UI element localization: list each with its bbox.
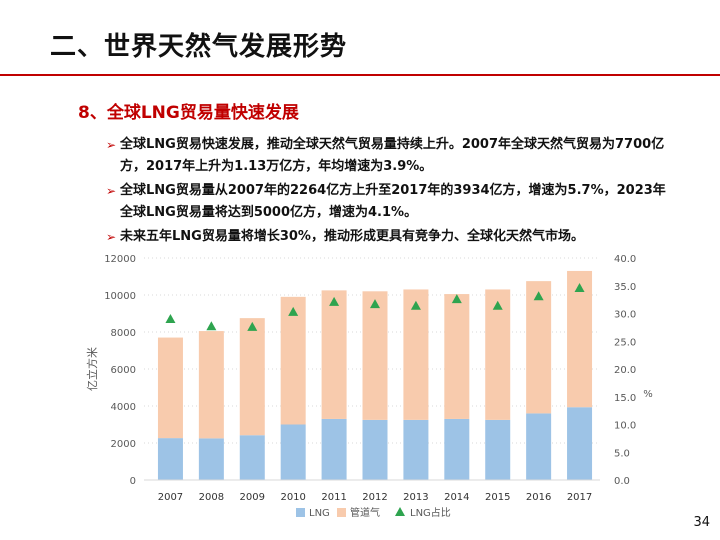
pipeline-bar xyxy=(198,331,224,439)
x-tick-label: 2008 xyxy=(199,492,224,503)
legend-pipeline-swatch xyxy=(337,508,346,517)
y2-tick-label: 25.0 xyxy=(614,337,636,348)
legend-share-label: LNG占比 xyxy=(410,506,451,519)
x-tick-label: 2011 xyxy=(321,492,346,503)
y-tick-label: 0 xyxy=(130,476,136,487)
lng-bar xyxy=(403,419,429,480)
pipeline-bar xyxy=(485,289,511,420)
lng-bar xyxy=(198,438,224,480)
lng-bar xyxy=(526,413,552,480)
legend-lng-swatch xyxy=(296,508,305,517)
pipeline-bar xyxy=(526,281,552,414)
pipeline-bar xyxy=(157,337,183,439)
pipeline-bar xyxy=(403,289,429,420)
legend-share-marker xyxy=(395,507,405,516)
pipeline-bar xyxy=(321,290,347,419)
y-tick-label: 2000 xyxy=(111,439,136,450)
bullet-item: ➢ 全球LNG贸易量从2007年的2264亿方上升至2017年的3934亿方，增速… xyxy=(106,180,676,224)
pipeline-bar xyxy=(362,291,388,420)
lng-bar xyxy=(485,419,511,480)
arrow-bullet-icon: ➢ xyxy=(106,138,117,152)
y2-tick-label: 0.0 xyxy=(614,476,630,487)
x-tick-label: 2007 xyxy=(158,492,183,503)
lng-bar xyxy=(362,419,388,480)
lng-share-marker xyxy=(288,306,299,316)
x-tick-label: 2013 xyxy=(403,492,428,503)
lng-share-marker xyxy=(247,321,258,331)
lng-bar xyxy=(157,438,183,480)
lng-share-marker xyxy=(370,299,380,309)
lng-bar xyxy=(567,407,593,480)
y2-tick-label: 10.0 xyxy=(614,421,636,432)
legend-pipeline-label: 管道气 xyxy=(350,506,380,519)
bullet-text: 全球LNG贸易快速发展，推动全球天然气贸易量持续上升。2007年全球天然气贸易为… xyxy=(120,137,665,174)
y2-tick-label: 5.0 xyxy=(614,448,630,459)
bullet-list: ➢ 全球LNG贸易快速发展，推动全球天然气贸易量持续上升。2007年全球天然气贸易… xyxy=(106,134,676,250)
y2-tick-label: 30.0 xyxy=(614,310,636,321)
x-tick-label: 2015 xyxy=(485,492,510,503)
pipeline-bar xyxy=(280,296,306,425)
lng-share-marker xyxy=(165,314,176,324)
y-tick-label: 8000 xyxy=(111,328,136,339)
slide-title: 二、世界天然气发展形势 xyxy=(50,32,348,62)
bullet-item: ➢ 未来五年LNG贸易量将增长30%，推动形成更具有竞争力、全球化天然气市场。 xyxy=(106,226,676,248)
x-tick-label: 2010 xyxy=(280,492,305,503)
x-tick-label: 2012 xyxy=(362,492,387,503)
lng-share-marker xyxy=(574,282,585,292)
y2-tick-label: 40.0 xyxy=(614,254,636,265)
x-tick-label: 2017 xyxy=(567,492,592,503)
pipeline-bar xyxy=(239,318,265,436)
lng-share-marker xyxy=(410,300,421,310)
bullet-item: ➢ 全球LNG贸易快速发展，推动全球天然气贸易量持续上升。2007年全球天然气贸易… xyxy=(106,134,676,178)
legend-lng-label: LNG xyxy=(309,508,330,519)
y-tick-label: 12000 xyxy=(104,254,136,265)
y-axis-title: 亿立方米 xyxy=(85,347,99,391)
lng-share-marker xyxy=(533,291,544,301)
page-number: 34 xyxy=(693,515,710,530)
lng-share-marker xyxy=(206,321,217,331)
x-tick-label: 2009 xyxy=(240,492,265,503)
y-tick-label: 6000 xyxy=(111,365,136,376)
y2-tick-label: 20.0 xyxy=(614,365,636,376)
arrow-bullet-icon: ➢ xyxy=(106,184,117,198)
y2-axis-title: % xyxy=(643,389,653,400)
pipeline-bar xyxy=(444,294,470,419)
lng-bar xyxy=(280,424,306,480)
y-tick-label: 10000 xyxy=(104,291,136,302)
lng-share-marker xyxy=(451,294,462,304)
y2-tick-label: 15.0 xyxy=(614,393,636,404)
x-tick-label: 2016 xyxy=(526,492,551,503)
pipeline-bar xyxy=(567,270,593,408)
lng-bar xyxy=(239,435,265,480)
lng-share-marker xyxy=(492,300,503,310)
bullet-text: 全球LNG贸易量从2007年的2264亿方上升至2017年的3934亿方，增速为… xyxy=(120,183,666,220)
lng-trade-chart: 0 2000 4000 6000 8000 10000 12000 0.0 5.0 10.0 15.… xyxy=(85,254,653,519)
section-heading: 8、全球LNG贸易量快速发展 xyxy=(78,103,299,123)
lng-bar xyxy=(321,418,347,480)
x-tick-label: 2014 xyxy=(444,492,469,503)
lng-share-marker xyxy=(329,296,340,306)
y-tick-label: 4000 xyxy=(111,402,136,413)
lng-bar xyxy=(444,418,470,480)
y2-tick-label: 35.0 xyxy=(614,282,636,293)
title-divider xyxy=(0,74,720,76)
arrow-bullet-icon: ➢ xyxy=(106,230,117,244)
bullet-text: 未来五年LNG贸易量将增长30%，推动形成更具有竞争力、全球化天然气市场。 xyxy=(120,229,584,244)
